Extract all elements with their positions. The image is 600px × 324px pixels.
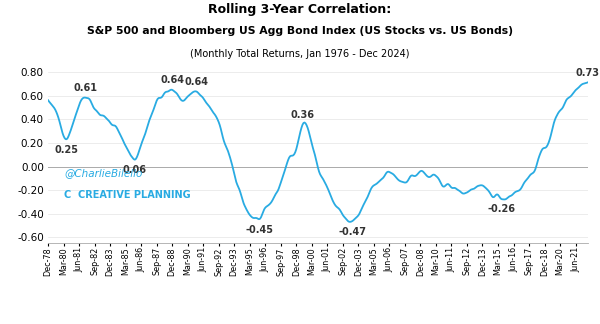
Text: 0.25: 0.25 [55, 145, 79, 155]
Text: 0.06: 0.06 [123, 165, 147, 175]
Text: -0.47: -0.47 [338, 227, 366, 237]
Text: -0.45: -0.45 [245, 225, 273, 235]
Text: 0.64: 0.64 [185, 77, 209, 87]
Text: @CharlieBilello: @CharlieBilello [64, 168, 143, 178]
Text: (Monthly Total Returns, Jan 1976 - Dec 2024): (Monthly Total Returns, Jan 1976 - Dec 2… [190, 49, 410, 59]
Text: 0.36: 0.36 [290, 110, 314, 121]
Text: 0.73: 0.73 [576, 68, 600, 78]
Text: 0.64: 0.64 [160, 75, 184, 86]
Text: Rolling 3-Year Correlation:: Rolling 3-Year Correlation: [208, 3, 392, 16]
Text: -0.26: -0.26 [487, 204, 515, 214]
Text: S&P 500 and Bloomberg US Agg Bond Index (US Stocks vs. US Bonds): S&P 500 and Bloomberg US Agg Bond Index … [87, 26, 513, 36]
Text: 0.61: 0.61 [73, 83, 97, 93]
Text: C  CREATIVE PLANNING: C CREATIVE PLANNING [64, 190, 191, 200]
